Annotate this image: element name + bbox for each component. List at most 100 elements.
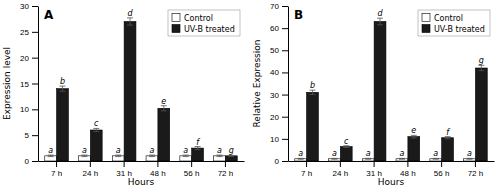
y-axis-title: Expression level — [2, 47, 12, 120]
error-cap — [309, 94, 315, 95]
tick: 7 h — [51, 161, 62, 178]
tick: 48 h — [150, 161, 166, 178]
bar — [442, 138, 454, 161]
marks — [295, 18, 487, 161]
bar — [45, 156, 57, 161]
annotation: a — [332, 149, 337, 158]
x-axis-title: Hours — [378, 177, 405, 187]
error-cap — [331, 159, 337, 160]
error-bar — [127, 18, 133, 25]
x-axis: 7 h24 h31 h48 h56 h72 h — [289, 161, 495, 178]
bar — [146, 156, 158, 161]
tick-label: 30 — [20, 2, 29, 11]
error-bar — [309, 90, 315, 94]
tick-mark — [282, 72, 288, 73]
tick-label: 7 h — [301, 169, 312, 178]
error-cap — [183, 156, 189, 157]
annotation: e — [411, 126, 416, 135]
error-cap — [365, 159, 371, 160]
tick-mark — [56, 161, 57, 167]
legend-label: Control — [434, 14, 463, 23]
tick-label: 72 h — [468, 169, 484, 178]
tick-label: 20 — [270, 113, 279, 122]
annotation: a — [467, 149, 472, 158]
error-bar — [115, 155, 121, 157]
title: A — [44, 8, 54, 22]
tick-mark — [124, 161, 125, 167]
bar — [57, 89, 69, 161]
error-cap — [445, 138, 451, 139]
annotation: c — [94, 119, 99, 128]
legend-item: UV-B treated — [422, 25, 485, 35]
tick-mark — [90, 161, 91, 167]
error-cap — [399, 159, 405, 160]
y-axis-title: Relative Expression — [252, 39, 262, 127]
tick-label: 10 — [270, 135, 279, 144]
legend-frame — [168, 10, 240, 36]
error-bar — [48, 155, 54, 157]
tick-mark — [282, 28, 288, 29]
tick-mark — [225, 161, 226, 167]
annotation: a — [433, 149, 438, 158]
bar — [90, 130, 102, 161]
error-line — [312, 90, 313, 94]
error-bar — [343, 146, 349, 148]
bar — [124, 22, 136, 162]
annotation: g — [479, 56, 484, 65]
tick: 60 — [270, 24, 288, 33]
error-bar — [217, 155, 223, 157]
tick-mark — [374, 161, 375, 167]
error-cap — [127, 25, 133, 26]
x-axis: 7 h24 h31 h48 h56 h72 h — [39, 161, 245, 178]
tick: 70 — [270, 2, 288, 11]
bar — [295, 159, 307, 161]
series — [307, 18, 488, 161]
bar — [475, 68, 487, 161]
error-cap — [298, 159, 304, 160]
tick: 31 h — [116, 161, 132, 178]
annotation: d — [127, 9, 133, 18]
tick: 0 — [275, 157, 288, 166]
tick: 50 — [270, 46, 288, 55]
error-cap — [228, 156, 234, 157]
tick-mark — [282, 139, 288, 140]
bar — [329, 159, 341, 161]
tick: 10 — [270, 135, 288, 144]
tick-label: 10 — [20, 105, 29, 114]
bar — [464, 159, 476, 161]
chart: aaaaaabcdefg7 h24 h31 h48 h56 h72 h05101… — [0, 0, 500, 189]
bar — [307, 92, 319, 161]
error-line — [96, 128, 97, 131]
legend-swatch — [422, 14, 430, 22]
error-line — [380, 18, 381, 25]
bar — [214, 156, 226, 161]
error-cap — [478, 70, 484, 71]
error-line — [163, 106, 164, 111]
tick-mark — [282, 6, 288, 7]
annotation: a — [82, 146, 87, 155]
error-cap — [81, 156, 87, 157]
error-cap — [377, 24, 383, 25]
annotation: e — [161, 97, 166, 106]
tick: 56 h — [434, 161, 450, 178]
y-axis: 051015202530 — [20, 2, 38, 166]
tick: 40 — [270, 68, 288, 77]
error-cap — [149, 156, 155, 157]
axis-line — [39, 161, 245, 162]
bar — [79, 156, 91, 161]
bar — [374, 22, 386, 162]
tick-label: 60 — [270, 24, 279, 33]
legend-swatch — [422, 25, 430, 33]
tick: 15 — [20, 80, 38, 89]
legend-item: Control — [172, 14, 213, 24]
tick-mark — [32, 84, 38, 85]
legend-frame — [418, 10, 490, 36]
tick-label: 56 h — [434, 169, 450, 178]
tick: 30 — [270, 91, 288, 100]
tick-mark — [32, 161, 38, 162]
tick-mark — [306, 161, 307, 167]
tick: 48 h — [400, 161, 416, 178]
error-cap — [343, 147, 349, 148]
panel: aaaaaabcdefg7 h24 h31 h48 h56 h72 h01020… — [252, 2, 495, 187]
tick: 56 h — [184, 161, 200, 178]
